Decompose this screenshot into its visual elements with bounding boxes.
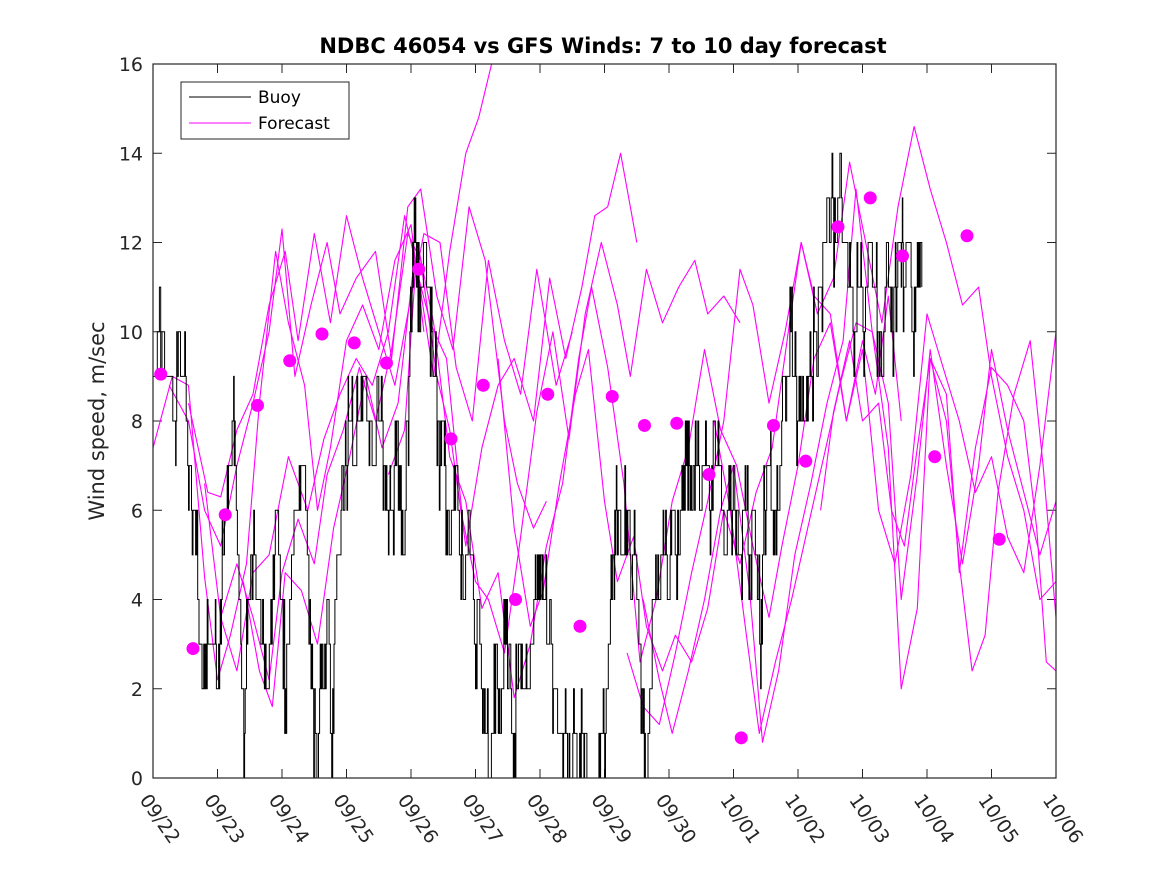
forecast-point: [992, 532, 1006, 546]
forecast-point: [315, 327, 329, 341]
forecast-point: [476, 378, 490, 392]
forecast-points: [154, 191, 1006, 745]
x-tick-label: 09/22: [135, 790, 184, 847]
x-tick-label: 10/03: [844, 790, 893, 847]
chart-title: NDBC 46054 vs GFS Winds: 7 to 10 day for…: [319, 34, 886, 58]
forecast-line: [713, 322, 1056, 734]
forecast-point: [670, 416, 684, 430]
forecast-line: [626, 125, 1056, 726]
y-axis-label: Wind speed, m/sec: [85, 321, 109, 520]
y-tick-label: 16: [119, 54, 143, 76]
x-tick-label: 09/27: [457, 790, 506, 847]
x-tick-label: 10/05: [973, 790, 1022, 847]
y-tick-label: 0: [131, 768, 143, 790]
forecast-point: [508, 593, 522, 606]
y-tick-label: 12: [119, 233, 143, 255]
forecast-point: [734, 731, 748, 745]
forecast-point: [863, 191, 877, 205]
y-tick-labels: 0 2 4 6 8 10 12 14 16: [119, 54, 143, 790]
y-tick-label: 14: [119, 143, 143, 165]
x-tick-label: 09/25: [328, 790, 377, 847]
buoy-line: [153, 152, 923, 778]
forecast-point: [250, 398, 264, 412]
forecast-point: [412, 262, 426, 276]
x-tick-label: 09/29: [586, 790, 635, 847]
forecast-line: [497, 241, 1056, 672]
forecast-point: [766, 418, 780, 432]
forecast-line: [153, 224, 425, 681]
forecast-point: [605, 389, 619, 403]
forecast-line: [820, 340, 1056, 672]
forecast-point: [186, 642, 200, 656]
x-tick-label: 09/28: [522, 790, 571, 847]
legend-box: [180, 81, 350, 140]
legend-forecast-label: Forecast: [258, 114, 330, 134]
forecast-point: [928, 450, 942, 464]
x-tick-label: 09/26: [393, 790, 442, 847]
y-tick-label: 8: [131, 411, 143, 433]
x-tick-label: 10/06: [1038, 790, 1087, 847]
forecast-point: [799, 454, 813, 468]
forecast-line: [168, 188, 547, 547]
forecast-point: [702, 468, 716, 482]
forecast-point: [283, 354, 297, 368]
forecast-line: [242, 241, 741, 708]
forecast-line: [187, 215, 573, 498]
forecast-point: [895, 249, 909, 263]
plot-background: [153, 64, 1056, 778]
y-tick-label: 10: [119, 322, 143, 344]
y-tick-label: 4: [131, 590, 143, 612]
forecast-point: [154, 367, 168, 381]
forecast-point: [379, 356, 393, 370]
forecast-point: [831, 220, 845, 234]
x-tick-labels: 09/22 09/23 09/24 09/25 09/26 09/27 09/28 09/29…: [135, 790, 1087, 847]
plot-frame: [152, 63, 1057, 779]
forecast-point: [218, 508, 232, 522]
y-tick-label: 2: [131, 679, 143, 701]
forecast-point: [444, 432, 458, 446]
x-tick-label: 09/24: [264, 790, 313, 847]
forecast-point: [541, 387, 555, 401]
axis-frame: [152, 63, 1057, 779]
x-tick-label: 10/01: [715, 790, 764, 847]
legend-buoy-label: Buoy: [258, 88, 301, 108]
legend: Buoy Forecast: [180, 81, 350, 140]
forecast-point: [637, 418, 651, 432]
forecast-point: [573, 619, 587, 633]
x-tick-label: 09/30: [651, 790, 700, 847]
x-tick-label: 10/02: [780, 790, 829, 847]
x-tick-label: 10/04: [909, 790, 958, 847]
series-layer: [153, 64, 1056, 778]
forecast-point: [960, 229, 974, 243]
x-tick-label: 09/23: [199, 790, 248, 847]
forecast-point: [347, 336, 361, 350]
y-tick-label: 6: [131, 500, 143, 522]
plot-area: [153, 64, 1056, 778]
